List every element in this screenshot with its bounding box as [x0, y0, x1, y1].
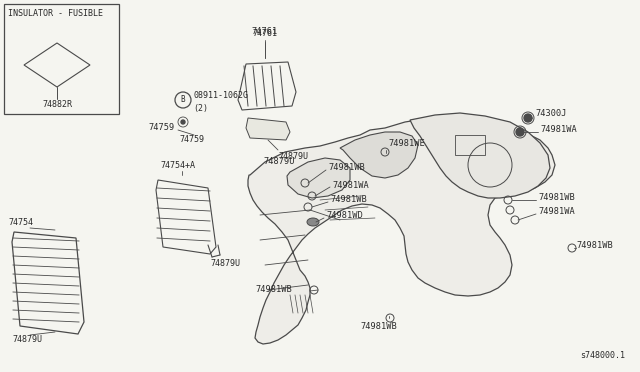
Text: 74981WB: 74981WB: [255, 285, 292, 295]
Polygon shape: [410, 113, 550, 198]
Bar: [455, 135, 485, 155]
Circle shape: [516, 128, 524, 136]
Text: 74761: 74761: [252, 27, 278, 36]
Circle shape: [524, 114, 532, 122]
Bar: [4, 4, 119, 114]
Text: 74981WE: 74981WE: [388, 139, 425, 148]
Text: 74879U: 74879U: [278, 152, 308, 161]
Text: s748000.1: s748000.1: [580, 351, 625, 360]
Text: 74981WA: 74981WA: [540, 125, 577, 135]
Text: 74981WB: 74981WB: [330, 196, 367, 205]
Text: 74761: 74761: [253, 29, 278, 38]
Text: 74981WB: 74981WB: [328, 164, 365, 173]
Text: 74759: 74759: [179, 135, 204, 144]
Text: 74879U: 74879U: [210, 259, 240, 268]
Text: 74981WA: 74981WA: [332, 180, 369, 189]
Polygon shape: [238, 62, 296, 110]
Text: 74981WA: 74981WA: [538, 208, 575, 217]
Text: 74981WB: 74981WB: [538, 193, 575, 202]
Polygon shape: [248, 115, 555, 344]
Polygon shape: [156, 180, 216, 254]
Ellipse shape: [307, 218, 319, 226]
Text: 74981WB: 74981WB: [576, 241, 612, 250]
Polygon shape: [12, 232, 84, 334]
Text: 74759: 74759: [148, 124, 175, 132]
Polygon shape: [340, 132, 418, 178]
Circle shape: [181, 120, 185, 124]
Text: 74879U: 74879U: [264, 157, 295, 167]
Text: (2): (2): [193, 103, 208, 112]
Text: 74882R: 74882R: [42, 100, 72, 109]
Text: 74981WD: 74981WD: [326, 212, 363, 221]
Text: 74981WB: 74981WB: [360, 322, 397, 331]
Text: 74879U: 74879U: [12, 335, 42, 344]
Polygon shape: [287, 158, 350, 198]
Text: INSULATOR - FUSIBLE: INSULATOR - FUSIBLE: [8, 9, 103, 18]
Text: 74300J: 74300J: [535, 109, 566, 119]
Text: B: B: [180, 96, 186, 105]
Text: 74754: 74754: [8, 218, 33, 227]
Polygon shape: [246, 118, 290, 140]
Text: 08911-1062G: 08911-1062G: [193, 92, 248, 100]
Text: 74754+A: 74754+A: [160, 161, 195, 170]
